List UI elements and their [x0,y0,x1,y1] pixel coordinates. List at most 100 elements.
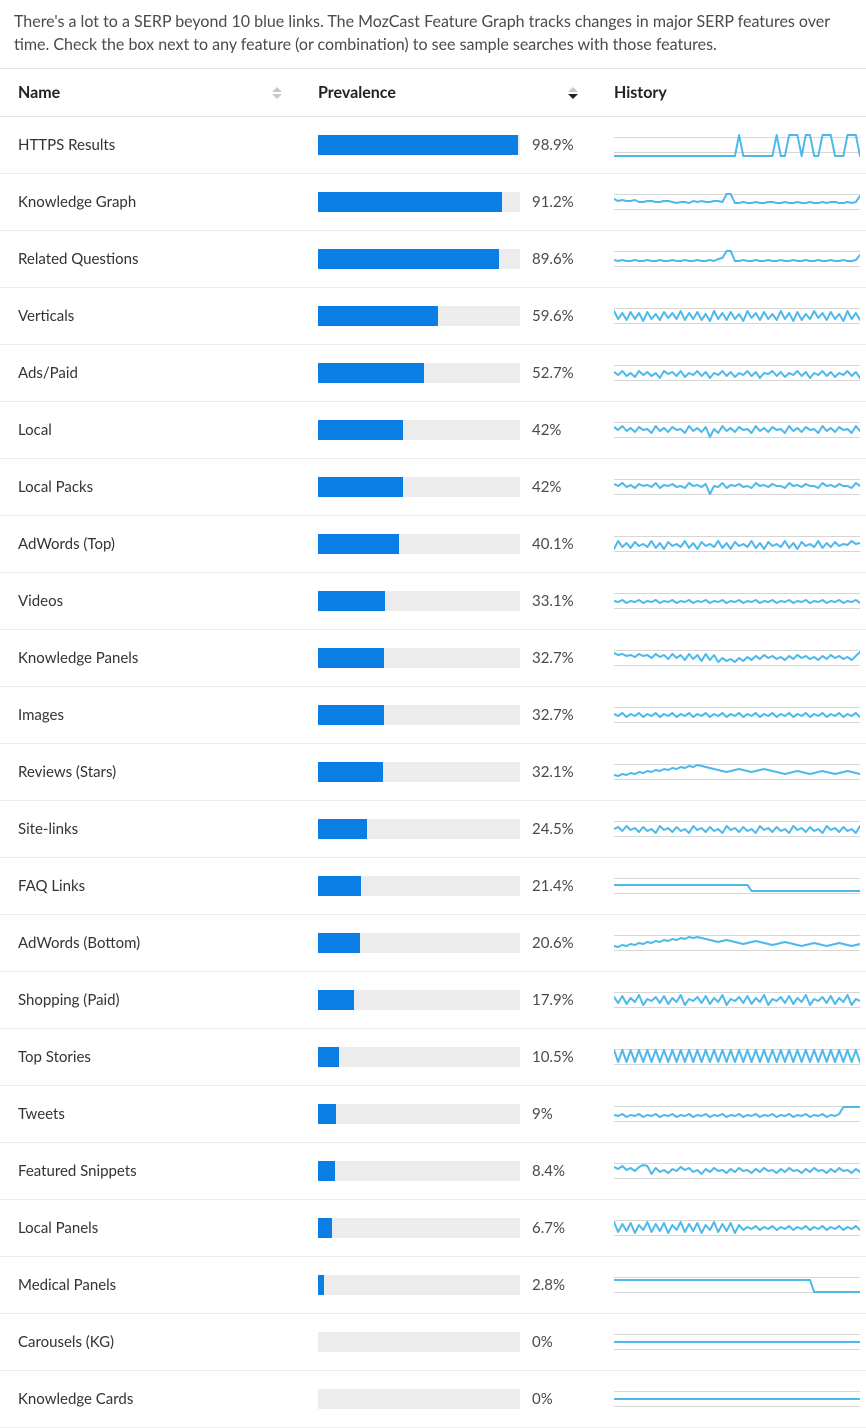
col-header-history: History [596,69,866,117]
table-row[interactable]: Local Packs 42% [0,459,866,516]
table-row[interactable]: Local Panels6.7% [0,1200,866,1257]
sparkline [614,814,860,844]
history-cell [596,573,866,630]
col-header-history-label: History [614,83,667,102]
prevalence-cell: 21.4% [300,858,596,915]
history-cell [596,174,866,231]
table-row[interactable]: HTTPS Results98.9% [0,117,866,174]
sparkline [614,1099,860,1129]
table-row[interactable]: Knowledge Cards0% [0,1371,866,1428]
table-row[interactable]: Reviews (Stars) 32.1% [0,744,866,801]
prevalence-value: 59.6% [532,307,590,325]
prevalence-bar [318,933,520,953]
prevalence-cell: 52.7% [300,345,596,402]
table-row[interactable]: Images32.7% [0,687,866,744]
prevalence-bar-fill [318,990,354,1010]
prevalence-bar [318,192,520,212]
prevalence-bar [318,876,520,896]
prevalence-bar-fill [318,420,403,440]
col-header-prevalence-label: Prevalence [318,83,396,102]
table-row[interactable]: Videos 33.1% [0,573,866,630]
prevalence-value: 52.7% [532,364,590,382]
sparkline [614,244,860,274]
sparkline [614,700,860,730]
sparkline [614,757,860,787]
history-cell [596,1371,866,1428]
sparkline [614,1213,860,1243]
table-row[interactable]: Knowledge Panels32.7% [0,630,866,687]
prevalence-bar-fill [318,819,367,839]
prevalence-bar-fill [318,249,499,269]
features-table: Name Prevalence History HTTPS Results98.… [0,68,866,1428]
table-row[interactable]: Knowledge Graph91.2% [0,174,866,231]
table-row[interactable]: Featured Snippets8.4% [0,1143,866,1200]
prevalence-cell: 98.9% [300,117,596,174]
feature-name: Reviews (Stars) [0,744,300,801]
prevalence-bar [318,1104,520,1124]
table-row[interactable]: Top Stories10.5% [0,1029,866,1086]
prevalence-cell: 20.6% [300,915,596,972]
prevalence-value: 33.1% [532,592,590,610]
prevalence-value: 32.1% [532,763,590,781]
sparkline [614,415,860,445]
sparkline [614,358,860,388]
prevalence-bar-fill [318,1104,336,1124]
prevalence-bar [318,990,520,1010]
table-row[interactable]: Verticals 59.6% [0,288,866,345]
prevalence-cell: 17.9% [300,972,596,1029]
feature-name: Carousels (KG) [0,1314,300,1371]
sparkline [614,1156,860,1186]
prevalence-value: 42% [532,478,590,496]
prevalence-cell: 91.2% [300,174,596,231]
prevalence-bar-fill [318,933,360,953]
sparkline [614,1042,860,1072]
feature-name: HTTPS Results [0,117,300,174]
table-row[interactable]: Local42% [0,402,866,459]
sparkline [614,643,860,673]
feature-name: Shopping (Paid) [0,972,300,1029]
prevalence-cell: 42% [300,459,596,516]
feature-name: Videos [0,573,300,630]
feature-name: Local Panels [0,1200,300,1257]
prevalence-value: 24.5% [532,820,590,838]
table-row[interactable]: Medical Panels2.8% [0,1257,866,1314]
prevalence-cell: 89.6% [300,231,596,288]
prevalence-value: 32.7% [532,706,590,724]
sparkline [614,1384,860,1414]
table-row[interactable]: Carousels (KG) 0% [0,1314,866,1371]
feature-name: Site-links [0,801,300,858]
table-row[interactable]: Shopping (Paid)17.9% [0,972,866,1029]
prevalence-value: 89.6% [532,250,590,268]
prevalence-bar [318,306,520,326]
feature-name: Local Packs [0,459,300,516]
sparkline [614,871,860,901]
prevalence-bar-fill [318,1275,324,1295]
prevalence-value: 21.4% [532,877,590,895]
col-header-prevalence[interactable]: Prevalence [300,69,596,117]
table-row[interactable]: FAQ Links21.4% [0,858,866,915]
table-row[interactable]: Ads/Paid52.7% [0,345,866,402]
feature-name: Verticals [0,288,300,345]
prevalence-bar-fill [318,705,384,725]
prevalence-value: 0% [532,1333,590,1351]
history-cell [596,402,866,459]
table-row[interactable]: AdWords (Bottom)20.6% [0,915,866,972]
history-cell [596,801,866,858]
prevalence-bar [318,1047,520,1067]
table-row[interactable]: Related Questions89.6% [0,231,866,288]
table-row[interactable]: Site-links 24.5% [0,801,866,858]
prevalence-bar [318,135,520,155]
table-row[interactable]: AdWords (Top)40.1% [0,516,866,573]
prevalence-bar-fill [318,876,361,896]
feature-name: Knowledge Cards [0,1371,300,1428]
table-row[interactable]: Tweets9% [0,1086,866,1143]
prevalence-cell: 40.1% [300,516,596,573]
col-header-name[interactable]: Name [0,69,300,117]
prevalence-value: 32.7% [532,649,590,667]
history-cell [596,1029,866,1086]
prevalence-bar [318,1275,520,1295]
prevalence-cell: 33.1% [300,573,596,630]
prevalence-bar [318,591,520,611]
prevalence-bar [318,363,520,383]
prevalence-bar [318,705,520,725]
